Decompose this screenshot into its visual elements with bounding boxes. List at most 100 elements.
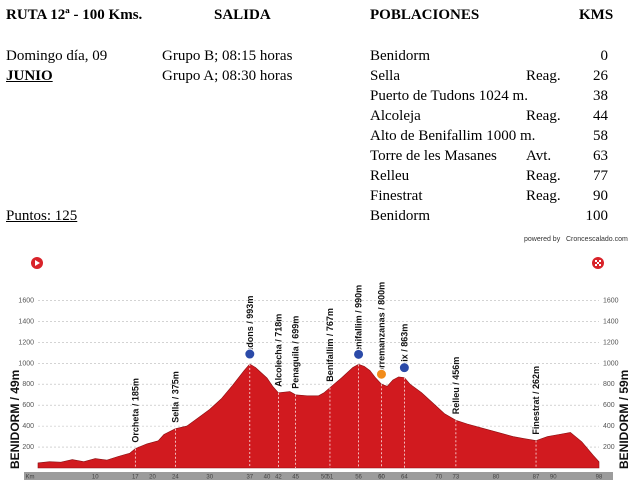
town-km: 90 (593, 188, 608, 204)
elevation-chart: powered by Croncescalado.com BENIDORM / … (8, 236, 631, 481)
waypoint-km-label: 45 (292, 475, 299, 481)
waypoint-label: Orcheta / 185m (130, 378, 140, 443)
km-axis-label: 80 (493, 475, 500, 481)
town-km: 63 (593, 148, 608, 164)
waypoint-km-label: 60 (378, 475, 385, 481)
waypoint-label: Teix / 863m (399, 324, 409, 372)
town-tag: Reag. (526, 168, 561, 184)
km-axis-label: 90 (550, 475, 557, 481)
y-tick-label-right: 800 (603, 381, 615, 388)
kms-title: KMS (579, 7, 614, 23)
town-name: Alcoleja (370, 108, 421, 124)
finish-check-icon (595, 260, 597, 262)
waypoint-km-label: 51 (327, 475, 334, 481)
town-km: 26 (593, 68, 608, 84)
waypoint-label: Benifallim / 990m (354, 285, 364, 359)
town-name: Finestrat (370, 188, 423, 204)
y-tick-label-right: 200 (603, 444, 615, 451)
town-name: Puerto de Tudons 1024 m. (370, 88, 528, 104)
y-tick-label-right: 1600 (603, 297, 619, 304)
climb-marker-icon (398, 362, 410, 374)
waypoint-km-label: 17 (132, 475, 139, 481)
waypoint-km-label: 73 (453, 475, 460, 481)
waypoint-label: Finestrat / 262m (531, 366, 541, 435)
town-name: Benidorm (370, 208, 430, 224)
town-km: 0 (600, 48, 609, 64)
y-tick-label-left: 200 (22, 444, 34, 451)
km-axis-label: 98 (596, 475, 603, 481)
town-km: 77 (593, 168, 608, 184)
km-axis-label: 30 (206, 475, 213, 481)
y-tick-label-left: 600 (22, 402, 34, 409)
finish-check-icon (599, 264, 601, 266)
waypoint-km-label: 37 (246, 475, 253, 481)
route-title: RUTA 12ª - 100 Kms. (6, 7, 143, 23)
start-date: Domingo día, 09 (6, 48, 108, 64)
y-tick-label-right: 1000 (603, 360, 619, 367)
km-axis-bar (24, 472, 613, 480)
start-label: BENIDORM / 49m (8, 370, 22, 469)
waypoint-label: Relleu / 456m (451, 357, 461, 415)
y-tick-label-right: 600 (603, 402, 615, 409)
y-tick-label-left: 1400 (18, 318, 34, 325)
town-tag: Reag. (526, 68, 561, 84)
group-a-time: Grupo A; 08:30 horas (162, 68, 293, 84)
y-tick-label-right: 1400 (603, 318, 619, 325)
brand-name: Croncescalado.com (566, 236, 628, 243)
km-axis-label: 60 (378, 475, 385, 481)
town-name: Benidorm (370, 48, 430, 64)
climb-marker-icon (244, 348, 256, 360)
town-km: 38 (593, 88, 608, 104)
waypoint-km-label: 24 (172, 475, 179, 481)
town-name: Alto de Benifallim 1000 m. (370, 128, 536, 144)
finish-check-icon (599, 260, 601, 262)
waypoint-label: Benifallim / 767m (325, 308, 335, 382)
y-tick-label-right: 400 (603, 423, 615, 430)
y-tick-label-left: 1200 (18, 339, 34, 346)
town-km: 100 (585, 208, 609, 224)
km-axis-label: 50 (321, 475, 328, 481)
km-axis-label: 20 (149, 475, 156, 481)
town-km: 44 (593, 108, 608, 124)
km-axis-label: 10 (92, 475, 99, 481)
km-axis-label: 40 (264, 475, 271, 481)
town-tag: Reag. (526, 108, 561, 124)
town-name: Sella (370, 68, 400, 84)
waypoint-label: Penaguila / 699m (291, 316, 301, 389)
points: Puntos: 125 (6, 208, 78, 224)
y-tick-label-left: 400 (22, 423, 34, 430)
km-axis-label: Km (26, 475, 35, 481)
waypoint-km-label: 56 (355, 475, 362, 481)
start-month: JUNIO (6, 68, 53, 84)
end-label: BENIDORM / 59m (617, 370, 631, 469)
elevation-area (37, 363, 600, 469)
town-tag: Reag. (526, 188, 561, 204)
town-name: Torre de les Masanes (370, 148, 497, 164)
y-tick-label-left: 800 (22, 381, 34, 388)
waypoint-km-label: 64 (401, 475, 408, 481)
group-b-time: Grupo B; 08:15 horas (162, 48, 293, 64)
y-tick-label-left: 1000 (18, 360, 34, 367)
route-header: RUTA 12ª - 100 Kms. SALIDA POBLACIONES K… (0, 0, 636, 232)
town-tag: Avt. (526, 148, 552, 164)
waypoint-label: Torremanzanas / 800m (376, 282, 386, 378)
waypoint-label: Tudons / 993m (245, 296, 255, 358)
salida-title: SALIDA (214, 7, 271, 23)
start-arrow-icon (35, 260, 40, 266)
climb-marker-icon (375, 368, 387, 380)
poblaciones-title: POBLACIONES (370, 7, 480, 23)
finish-check-icon (595, 264, 597, 266)
brand-prefix: powered by (524, 236, 561, 243)
climb-marker-icon (353, 348, 365, 360)
y-tick-label-left: 1600 (18, 297, 34, 304)
waypoint-label: Sella / 375m (170, 371, 180, 423)
finish-check-icon (597, 262, 599, 264)
town-name: Relleu (370, 168, 410, 184)
waypoint-km-label: 42 (275, 475, 282, 481)
elevation-profile: powered by Croncescalado.com BENIDORM / … (0, 232, 636, 501)
waypoint-km-label: 87 (533, 475, 540, 481)
km-axis-label: 70 (435, 475, 442, 481)
y-tick-label-right: 1200 (603, 339, 619, 346)
town-km: 58 (593, 128, 608, 144)
waypoint-label: Alcolecha / 718m (273, 314, 283, 387)
